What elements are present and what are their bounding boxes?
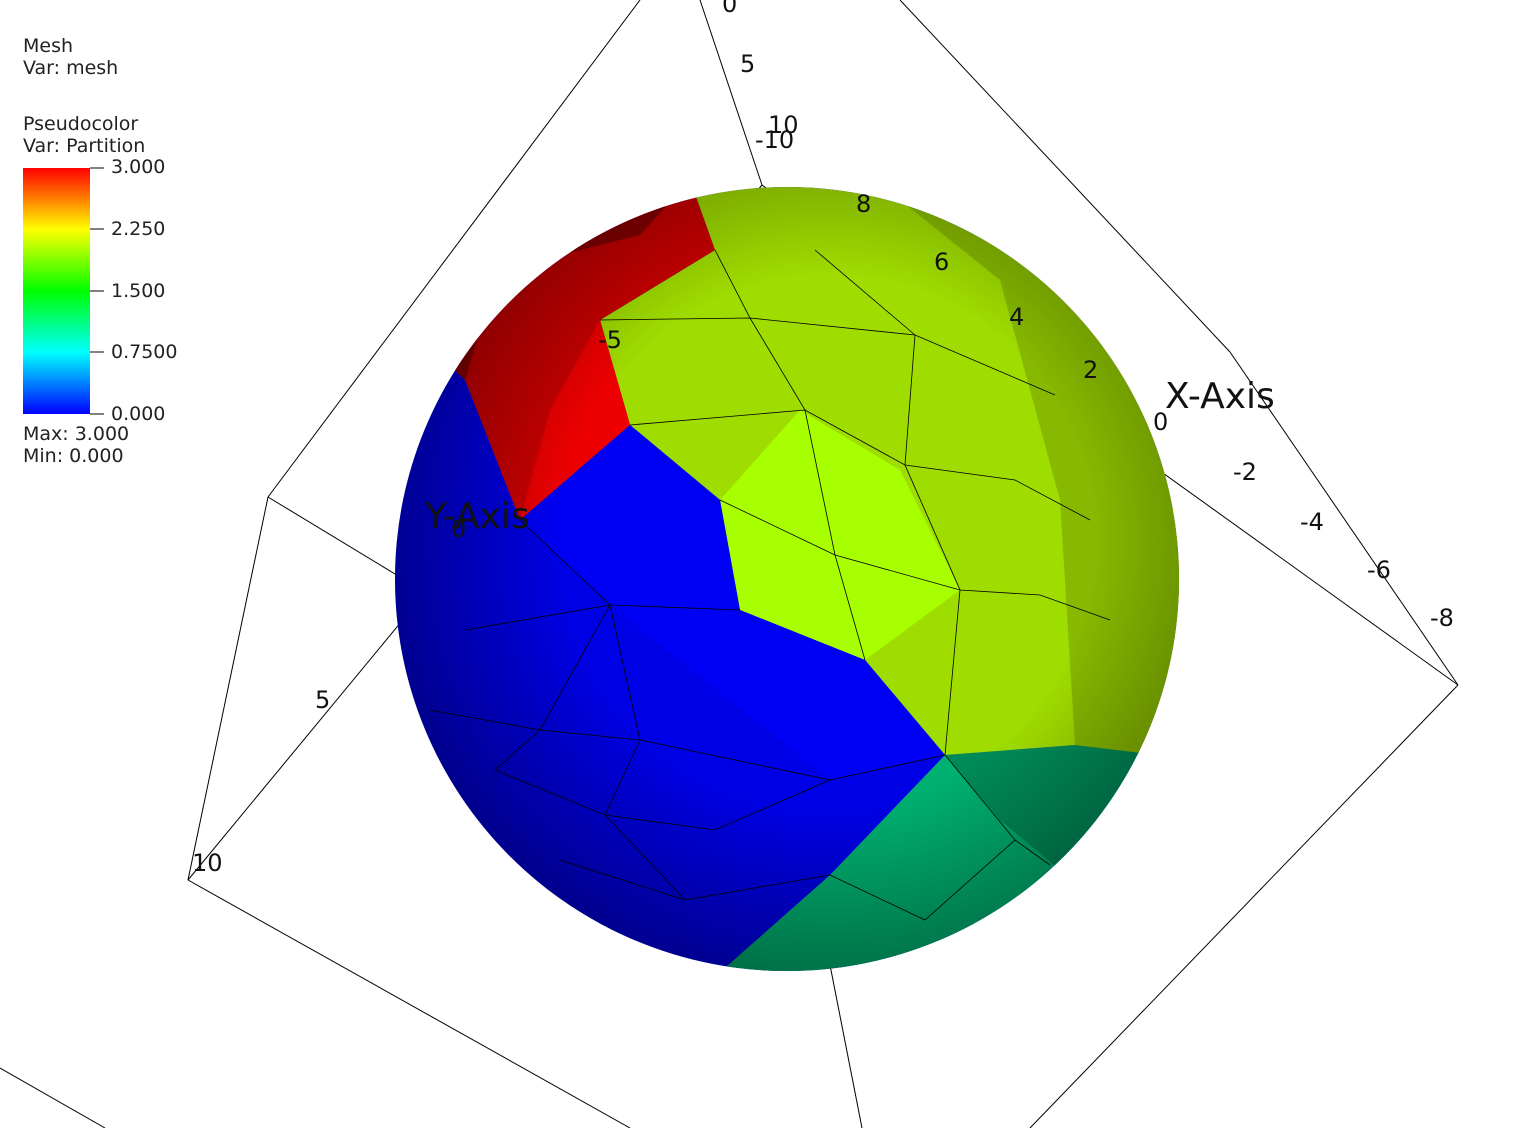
y-tick-label: 0 <box>451 515 466 543</box>
sphere <box>395 187 1179 971</box>
x-axis-title: X-Axis <box>1165 376 1275 417</box>
cbar-label: 3.000 <box>111 156 165 178</box>
color-bar <box>23 168 90 414</box>
y-axis-title: Y-Axis <box>424 496 530 537</box>
x-tick-label: 8 <box>856 190 871 218</box>
x-tick-label: -8 <box>1430 604 1454 632</box>
y-tick-label: 5 <box>315 686 330 714</box>
pc-var: Var: Partition <box>23 135 145 157</box>
x-tick-label: -4 <box>1300 508 1324 536</box>
z-tick-label: 10 <box>768 111 799 139</box>
cbar-label: 0.000 <box>111 403 165 425</box>
y-tick-label: 10 <box>192 849 223 877</box>
cbar-label: 0.7500 <box>111 341 177 363</box>
pc-title: Pseudocolor <box>23 113 138 135</box>
mesh-var: Var: mesh <box>23 57 118 79</box>
cbar-label: 2.250 <box>111 218 165 240</box>
z-tick-label: 0 <box>722 0 737 18</box>
x-tick-label: 2 <box>1083 356 1098 384</box>
x-tick-label: 6 <box>934 248 949 276</box>
max-label: Max: 3.000 <box>23 423 129 445</box>
z-tick-label: 5 <box>740 50 755 78</box>
z-tick-label: -10 <box>755 126 794 154</box>
x-tick-label: 0 <box>1153 408 1168 436</box>
x-tick-label: 4 <box>1009 303 1024 331</box>
mesh-title: Mesh <box>23 35 73 57</box>
x-tick-label: -2 <box>1233 458 1257 486</box>
cbar-label: 1.500 <box>111 280 165 302</box>
x-tick-label: -6 <box>1367 556 1391 584</box>
color-bar-ticks <box>90 167 104 415</box>
min-label: Min: 0.000 <box>23 445 124 467</box>
y-tick-label: -5 <box>598 326 622 354</box>
